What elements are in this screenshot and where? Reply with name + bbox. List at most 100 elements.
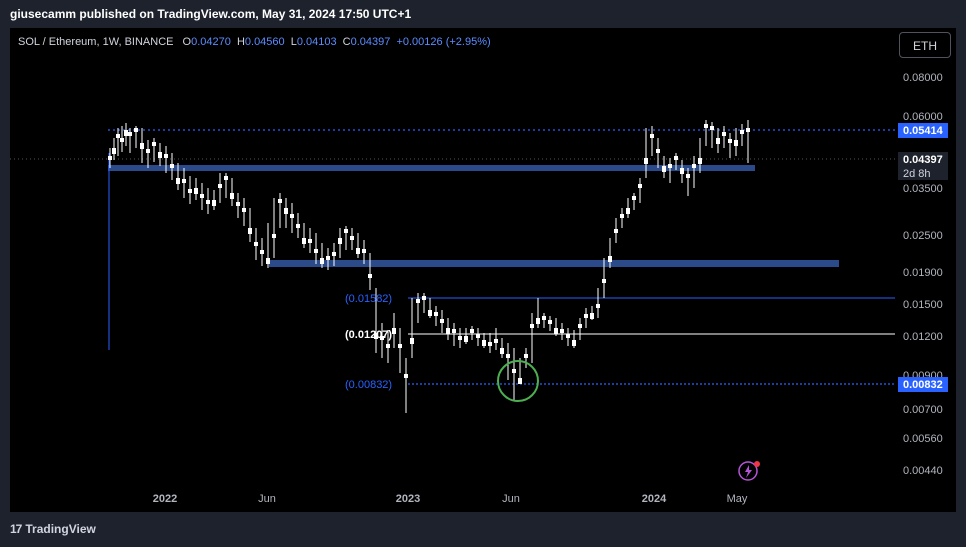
candle-body — [572, 340, 576, 346]
level-bottom-label: (0.00832) — [345, 379, 392, 391]
candle-body — [440, 319, 444, 323]
price-chart[interactable]: (0.01582) (0.01207) (0.00832) 0.08000 0.0600… — [10, 28, 956, 512]
candle-body — [194, 188, 198, 194]
published-info: giusecamm published on TradingView.com, … — [10, 7, 412, 21]
highlight-circle — [497, 360, 539, 402]
price-tick: 0.00560 — [903, 433, 943, 445]
price-tick: 0.00440 — [903, 465, 943, 477]
support-zone — [269, 260, 839, 267]
high-value: 0.04560 — [244, 36, 285, 48]
candle-body — [662, 166, 666, 172]
change-value: +0.00126 (+2.95%) — [396, 36, 491, 48]
candle-body — [272, 234, 276, 238]
tradingview-logo[interactable]: 17 TradingView — [10, 522, 96, 536]
candle-body — [734, 140, 738, 146]
price-tick: 0.06000 — [903, 111, 943, 123]
candle-body — [578, 324, 582, 328]
alert-dot-icon — [754, 461, 760, 467]
support-badge — [898, 377, 948, 392]
publisher-bar: giusecamm published on TradingView.com, … — [0, 0, 966, 28]
support-badge-label: 0.00832 — [903, 379, 943, 391]
candle-body — [638, 184, 642, 188]
candle-body — [218, 184, 222, 188]
open-value: 0.04270 — [191, 36, 231, 48]
candle-body — [392, 328, 396, 334]
level-top-label: (0.01582) — [345, 293, 392, 305]
candle-body — [482, 340, 486, 346]
candle-body — [326, 256, 330, 260]
candle-body — [108, 156, 112, 160]
level-mid-label: (0.01207) — [345, 329, 392, 341]
candle-body — [518, 378, 522, 384]
candle-body — [314, 249, 318, 253]
candle-body — [116, 134, 120, 138]
candle-body — [410, 338, 414, 344]
footer: 17 TradingView — [0, 512, 966, 547]
candle-body — [590, 313, 594, 319]
low-value: 0.04103 — [296, 36, 337, 48]
candle-body — [404, 374, 408, 378]
candle-body — [134, 128, 138, 132]
candle-body — [344, 229, 348, 233]
candle-body — [124, 130, 128, 136]
candle-body — [200, 194, 204, 198]
candle-body — [494, 339, 498, 343]
candle-body — [248, 228, 252, 234]
price-tick: 0.01200 — [903, 331, 943, 343]
candle-body — [302, 238, 306, 244]
candle-body — [374, 333, 378, 339]
candle-body — [728, 139, 732, 143]
open-label: O — [182, 36, 192, 48]
high-label: H — [236, 36, 245, 48]
currency-button[interactable]: ETH — [899, 32, 951, 58]
candle-body — [614, 229, 618, 233]
candle-body — [170, 164, 174, 168]
candle-body — [560, 329, 564, 333]
candle-body — [224, 176, 228, 180]
candle-body — [596, 304, 600, 308]
time-tick: 2024 — [642, 493, 667, 505]
resistance-badge-label: 0.05414 — [903, 125, 944, 137]
candle-body — [128, 132, 132, 136]
tradingview-logo-icon: 17 — [10, 522, 22, 536]
candle-body — [434, 312, 438, 316]
current-price-badge — [898, 152, 948, 180]
close-label: C — [342, 36, 351, 48]
candle-body — [626, 208, 630, 214]
candle-body — [524, 354, 528, 358]
low-label: L — [290, 36, 297, 48]
time-tick: 2023 — [396, 493, 420, 505]
candle-body — [542, 316, 546, 320]
candle-body — [476, 334, 480, 338]
candle-body — [368, 274, 372, 278]
candle-body — [500, 348, 504, 354]
candle-body — [446, 328, 450, 334]
price-tick: 0.01900 — [903, 267, 943, 279]
candle-body — [644, 158, 648, 164]
candle-body — [380, 336, 384, 340]
close-value: 0.04397 — [350, 36, 391, 48]
candle-body — [338, 238, 342, 244]
candle-body — [230, 193, 234, 199]
candle-body — [710, 126, 714, 130]
candle-body — [704, 124, 708, 128]
candle-body — [584, 314, 588, 318]
candle-body — [332, 252, 336, 256]
candle-body — [602, 279, 606, 283]
candle-body — [206, 200, 210, 204]
candle-body — [722, 132, 726, 136]
candle-body — [320, 258, 324, 264]
symbol-name[interactable]: SOL / Ethereum, 1W, BINANCE — [18, 36, 174, 48]
candle-body — [398, 344, 402, 348]
candle-body — [566, 334, 570, 338]
tradingview-brand: TradingView — [25, 522, 96, 536]
candle-body — [308, 239, 312, 243]
chart-area[interactable]: (0.01582) (0.01207) (0.00832) 0.08000 0.0600… — [10, 28, 956, 512]
candle-body — [290, 214, 294, 218]
candle-body — [686, 174, 690, 178]
candle-body — [236, 202, 240, 206]
candle-body — [656, 149, 660, 153]
countdown-label: 2d 8h — [903, 168, 931, 180]
candle-body — [260, 250, 264, 254]
candle-body — [632, 196, 636, 200]
